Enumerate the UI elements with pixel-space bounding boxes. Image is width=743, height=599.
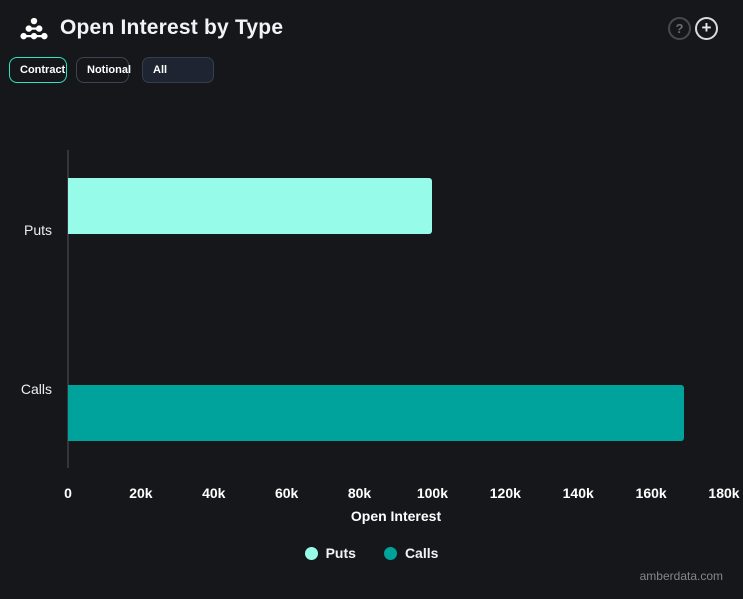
contract-button[interactable]: Contract xyxy=(9,57,67,83)
amberdata-cluster-logo-icon xyxy=(20,17,48,40)
x-axis-tick-40k: 40k xyxy=(202,485,226,501)
y-axis-label-puts: Puts xyxy=(23,221,52,238)
help-icon[interactable]: ? xyxy=(668,17,691,40)
x-axis-tick-0: 0 xyxy=(64,485,72,501)
x-axis-tick-20k: 20k xyxy=(129,485,153,501)
x-axis-tick-60k: 60k xyxy=(274,485,299,501)
plus-glyph: + xyxy=(701,18,712,37)
x-axis-tick-140k: 140k xyxy=(562,485,594,501)
notional-button[interactable]: Notional xyxy=(76,57,131,83)
legend-label: Calls xyxy=(404,545,439,561)
type-filter-dropdown[interactable]: All xyxy=(142,57,214,83)
question-mark-glyph: ? xyxy=(675,21,684,36)
x-axis-tick-80k: 80k xyxy=(347,485,372,501)
legend-item-calls[interactable]: Calls xyxy=(383,545,439,561)
page-title: Open Interest by Type xyxy=(60,16,284,39)
legend-item-puts[interactable]: Puts xyxy=(304,545,356,561)
legend-label: Puts xyxy=(325,545,356,561)
bar-puts[interactable] xyxy=(68,177,433,234)
x-axis-tick-160k: 160k xyxy=(635,485,667,501)
bar-calls[interactable] xyxy=(68,384,684,441)
legend-dot-puts xyxy=(304,546,318,560)
watermark: amberdata.com xyxy=(639,569,723,583)
x-axis-tick-120k: 120k xyxy=(489,485,521,501)
type-filter-value: All xyxy=(153,64,168,76)
x-axis-tick-100k: 100k xyxy=(416,485,449,501)
chart-legend: Puts Calls xyxy=(0,545,743,561)
x-axis-title: Open Interest xyxy=(350,508,442,524)
legend-dot-calls xyxy=(383,546,397,560)
y-axis-line xyxy=(67,150,69,468)
add-icon[interactable]: + xyxy=(695,17,718,40)
x-axis-tick-180k: 180k xyxy=(708,485,740,501)
y-axis-label-calls: Calls xyxy=(20,380,52,397)
